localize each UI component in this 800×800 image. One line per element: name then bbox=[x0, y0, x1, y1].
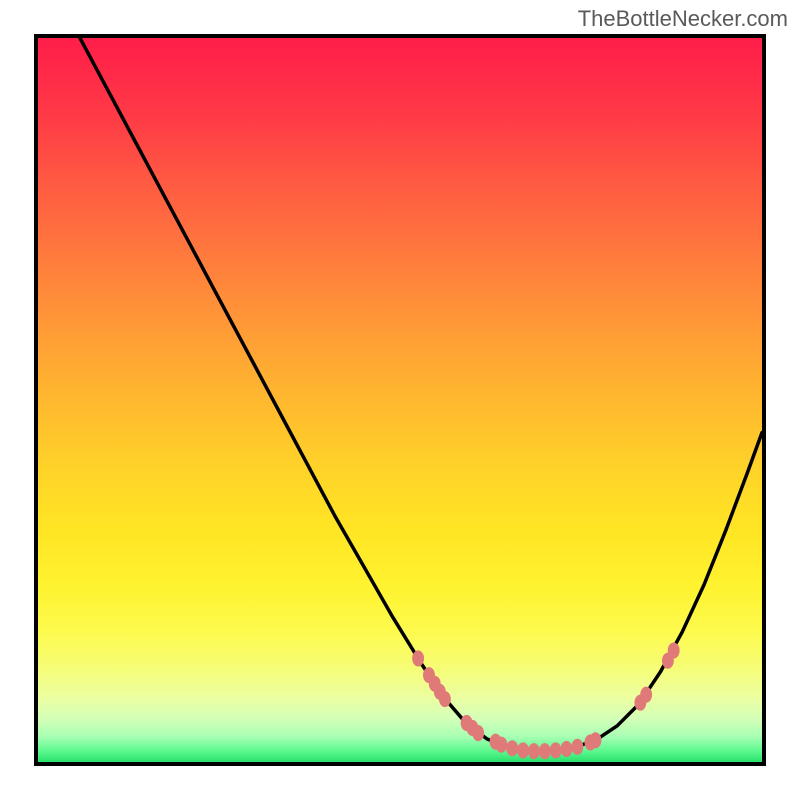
marker-point bbox=[495, 737, 507, 753]
marker-point bbox=[412, 650, 424, 666]
markers-group bbox=[412, 642, 679, 759]
marker-point bbox=[472, 725, 484, 741]
marker-point bbox=[561, 741, 573, 757]
marker-point bbox=[517, 742, 529, 758]
watermark-text: TheBottleNecker.com bbox=[578, 6, 788, 32]
marker-point bbox=[439, 691, 451, 707]
marker-point bbox=[640, 687, 652, 703]
marker-point bbox=[668, 642, 680, 658]
marker-point bbox=[571, 739, 583, 755]
plot-frame bbox=[34, 34, 766, 766]
marker-point bbox=[528, 743, 540, 759]
marker-point bbox=[539, 743, 551, 759]
curve-layer bbox=[38, 38, 762, 762]
marker-point bbox=[590, 732, 602, 748]
bottleneck-curve bbox=[80, 38, 762, 751]
marker-point bbox=[506, 740, 518, 756]
marker-point bbox=[550, 742, 562, 758]
